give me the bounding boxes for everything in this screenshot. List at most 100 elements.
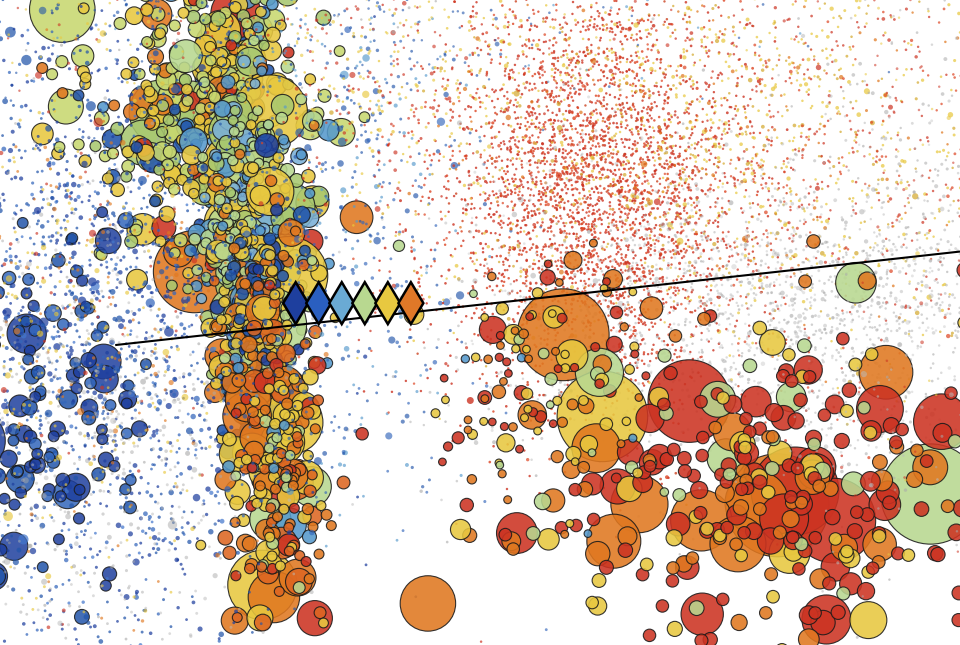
Point <box>546 97 562 107</box>
Point <box>50 326 65 337</box>
Point <box>358 201 373 211</box>
Point <box>527 138 542 148</box>
Point <box>679 232 694 242</box>
Point <box>277 224 293 234</box>
Point <box>785 145 801 155</box>
Point <box>484 267 499 277</box>
Point <box>248 331 263 341</box>
Point <box>708 97 723 107</box>
Point <box>806 388 822 398</box>
Point <box>7 563 22 573</box>
Point <box>427 357 443 368</box>
Point <box>82 500 97 510</box>
Point <box>635 570 650 580</box>
Point <box>414 486 429 497</box>
Point <box>25 410 40 420</box>
Point <box>948 85 960 95</box>
Point <box>369 86 384 96</box>
Point <box>351 335 367 345</box>
Point <box>30 352 45 362</box>
Point <box>166 365 181 375</box>
Point <box>292 128 307 138</box>
Point <box>49 346 64 356</box>
Point <box>168 41 183 52</box>
Point <box>805 279 821 290</box>
Point <box>225 455 240 465</box>
Point <box>548 151 564 161</box>
Point <box>266 215 281 226</box>
Point <box>790 463 805 473</box>
Point <box>439 297 454 307</box>
Point <box>645 170 660 180</box>
Point <box>488 228 503 239</box>
Point <box>787 486 803 496</box>
Point <box>219 163 234 174</box>
Point <box>267 457 282 467</box>
Point <box>430 106 445 116</box>
Point <box>144 517 159 527</box>
Point <box>546 315 562 325</box>
Point <box>736 169 752 179</box>
Point <box>584 0 599 1</box>
Point <box>726 22 741 32</box>
Point <box>159 351 175 361</box>
Point <box>659 146 674 157</box>
Point <box>427 27 443 37</box>
Point <box>757 301 773 311</box>
Point <box>536 305 551 315</box>
Point <box>242 378 257 388</box>
Point <box>573 381 588 391</box>
Point <box>635 260 650 270</box>
Point <box>817 278 832 288</box>
Point <box>625 148 640 159</box>
Point <box>653 57 668 68</box>
Point <box>111 337 127 348</box>
Point <box>564 376 580 386</box>
Point <box>542 181 558 192</box>
Point <box>718 307 733 317</box>
Point <box>515 190 530 201</box>
Point <box>587 22 602 32</box>
Point <box>771 350 786 361</box>
Point <box>704 253 719 263</box>
Point <box>654 54 669 64</box>
Point <box>554 350 569 360</box>
Point <box>28 446 43 456</box>
Point <box>616 282 632 292</box>
Point <box>924 266 940 276</box>
Point <box>336 448 351 459</box>
Point <box>557 197 572 208</box>
Point <box>94 286 109 296</box>
Point <box>123 226 138 237</box>
Point <box>713 288 729 299</box>
Point <box>313 89 328 99</box>
Point <box>949 279 960 289</box>
Point <box>828 279 844 289</box>
Point <box>276 478 291 488</box>
Point <box>628 177 643 188</box>
Point <box>506 67 521 77</box>
Point <box>203 55 218 66</box>
Point <box>27 563 42 573</box>
Point <box>830 383 846 393</box>
Point <box>429 280 444 290</box>
Point <box>704 115 719 125</box>
Point <box>55 5 70 15</box>
Point <box>41 199 57 209</box>
Point <box>575 129 590 139</box>
Point <box>521 108 537 119</box>
Point <box>799 132 814 143</box>
Point <box>685 354 701 364</box>
Point <box>632 240 647 250</box>
Point <box>399 460 415 470</box>
Point <box>618 159 634 169</box>
Point <box>104 254 119 264</box>
Point <box>124 607 139 617</box>
Point <box>451 96 467 106</box>
Point <box>548 144 564 155</box>
Point <box>667 184 683 194</box>
Point <box>592 296 608 306</box>
Point <box>613 291 629 301</box>
Point <box>650 137 665 148</box>
Point <box>109 164 125 174</box>
